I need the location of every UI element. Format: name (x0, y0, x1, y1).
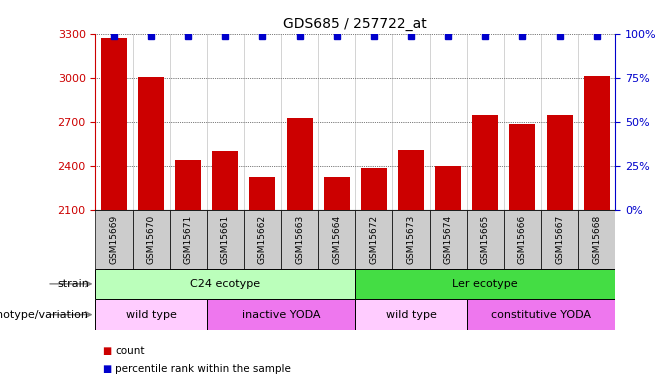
Text: GSM15668: GSM15668 (592, 215, 601, 264)
Bar (509, 123, 536, 210)
Text: GSM15666: GSM15666 (518, 215, 527, 264)
Bar (207, 210, 244, 268)
Text: GSM15665: GSM15665 (481, 215, 490, 264)
Bar (95, 210, 132, 268)
Bar (324, 177, 350, 210)
Bar (95, 299, 207, 330)
Bar (584, 76, 610, 210)
Bar (213, 152, 238, 210)
Text: GSM15663: GSM15663 (295, 215, 304, 264)
Bar (355, 268, 615, 299)
Text: GSM15669: GSM15669 (109, 215, 118, 264)
Bar (138, 77, 164, 210)
Text: strain: strain (57, 279, 89, 289)
Text: GSM15673: GSM15673 (407, 215, 415, 264)
Bar (467, 210, 504, 268)
Text: GSM15672: GSM15672 (369, 215, 378, 264)
Text: count: count (115, 346, 145, 355)
Text: GSM15664: GSM15664 (332, 215, 342, 264)
Bar (392, 210, 430, 268)
Bar (244, 210, 281, 268)
Bar (541, 210, 578, 268)
Text: ■: ■ (102, 346, 111, 355)
Text: wild type: wild type (386, 310, 436, 320)
Bar (355, 299, 467, 330)
Text: GSM15671: GSM15671 (184, 215, 193, 264)
Bar (287, 118, 313, 210)
Title: GDS685 / 257722_at: GDS685 / 257722_at (284, 17, 427, 32)
Text: GSM15674: GSM15674 (443, 215, 453, 264)
Bar (170, 210, 207, 268)
Text: GSM15662: GSM15662 (258, 215, 267, 264)
Bar (504, 210, 541, 268)
Bar (435, 166, 461, 210)
Text: inactive YODA: inactive YODA (241, 310, 320, 320)
Bar (430, 210, 467, 268)
Bar (547, 115, 572, 210)
Text: wild type: wild type (126, 310, 176, 320)
Bar (101, 38, 127, 210)
Bar (361, 168, 387, 210)
Text: GSM15670: GSM15670 (147, 215, 155, 264)
Text: GSM15661: GSM15661 (221, 215, 230, 264)
Bar (132, 210, 170, 268)
Bar (175, 160, 201, 210)
Bar (578, 210, 615, 268)
Bar (467, 299, 615, 330)
Bar (398, 150, 424, 210)
Text: ■: ■ (102, 364, 111, 374)
Text: constitutive YODA: constitutive YODA (491, 310, 591, 320)
Bar (318, 210, 355, 268)
Bar (472, 115, 498, 210)
Bar (249, 177, 276, 210)
Text: Ler ecotype: Ler ecotype (453, 279, 518, 289)
Text: GSM15667: GSM15667 (555, 215, 564, 264)
Text: C24 ecotype: C24 ecotype (190, 279, 261, 289)
Bar (281, 210, 318, 268)
Text: genotype/variation: genotype/variation (0, 310, 89, 320)
Bar (95, 268, 355, 299)
Bar (355, 210, 392, 268)
Bar (207, 299, 355, 330)
Text: percentile rank within the sample: percentile rank within the sample (115, 364, 291, 374)
